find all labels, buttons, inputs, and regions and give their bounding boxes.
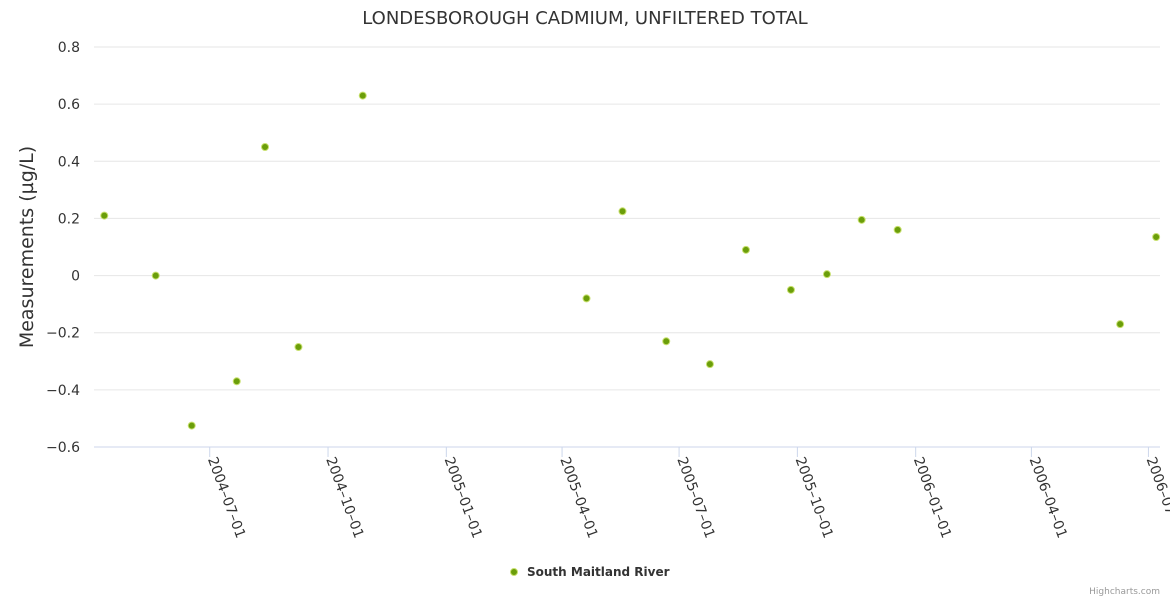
y-axis: −0.6 −0.4 −0.2 0 0.2 0.4 0.6 0.8 [46,40,80,456]
data-point[interactable] [857,215,866,224]
chart-title: LONDESBOROUGH CADMIUM, UNFILTERED TOTAL [362,8,807,29]
data-point[interactable] [582,294,591,303]
y-tick-label: 0 [71,269,80,285]
data-point[interactable] [705,360,714,369]
credits-link[interactable]: Highcharts.com [1089,587,1160,597]
data-point[interactable] [151,271,160,280]
data-point[interactable] [187,421,196,430]
y-tick-label: −0.4 [46,383,80,399]
data-point[interactable] [618,207,627,216]
data-point[interactable] [1116,320,1125,329]
data-point[interactable] [232,377,241,386]
y-axis-label: Measurements (µg/L) [16,146,38,348]
legend-marker[interactable] [510,568,518,576]
data-point[interactable] [261,143,270,151]
y-tick-label: 0.4 [58,154,80,170]
legend[interactable]: South Maitland River [510,565,670,579]
data-point[interactable] [662,337,671,346]
data-point[interactable] [741,245,750,254]
series-south-maitland-river [100,91,1161,430]
data-point[interactable] [893,225,902,234]
data-point[interactable] [1152,233,1161,241]
y-tick-label: 0.8 [58,40,80,56]
y-tick-label: 0.2 [58,211,80,227]
y-tick-label: −0.2 [46,326,80,342]
data-point[interactable] [786,285,795,294]
data-point[interactable] [822,270,831,279]
y-tick-label: −0.6 [46,440,80,456]
grid-lines [94,46,1160,391]
data-point[interactable] [294,343,303,351]
y-tick-label: 0.6 [58,97,80,113]
data-point[interactable] [100,211,109,220]
legend-item-south-maitland-river[interactable]: South Maitland River [527,565,670,579]
data-point[interactable] [358,91,367,100]
